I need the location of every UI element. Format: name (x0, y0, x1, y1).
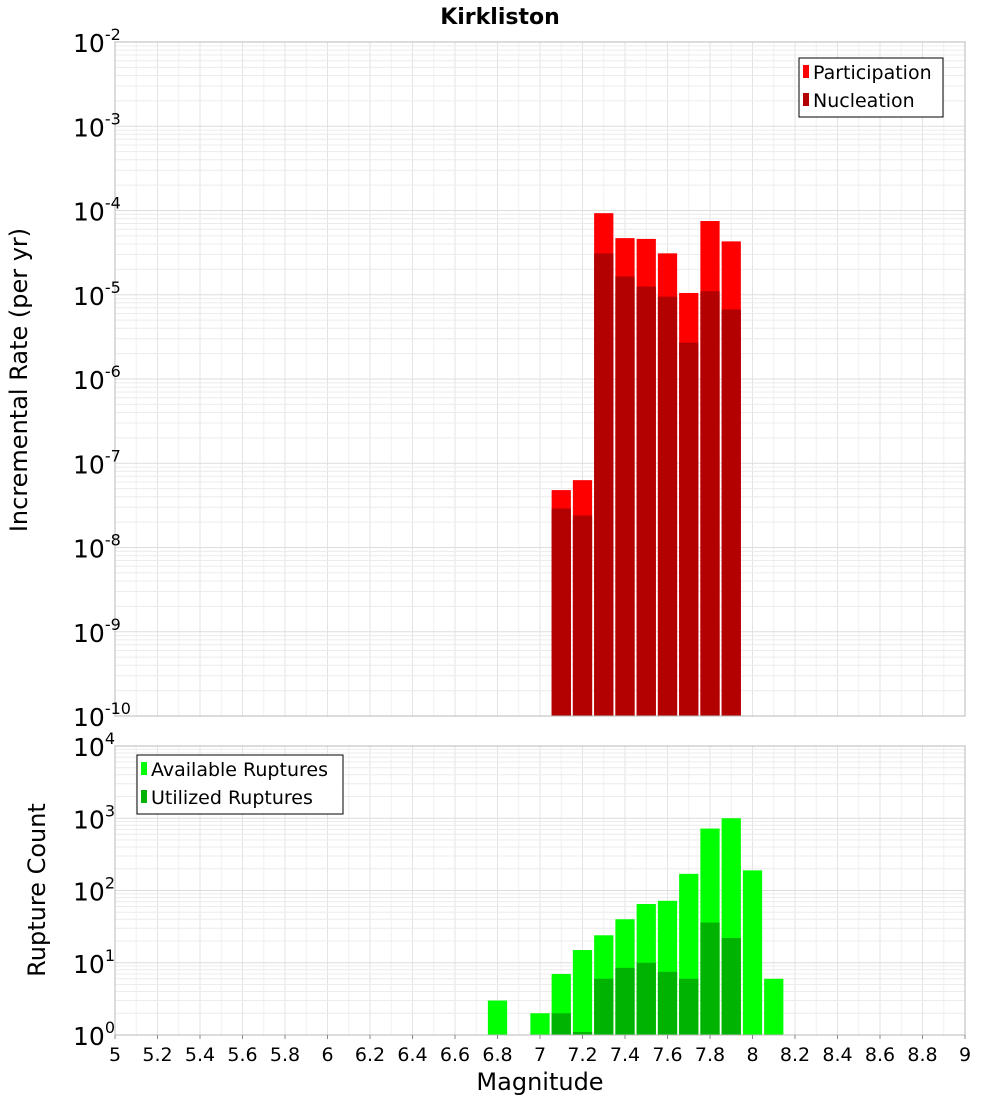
x-tick-label: 5.4 (185, 1044, 215, 1066)
y-tick-label: 101 (73, 946, 115, 979)
y-tick-label: 10-6 (73, 362, 121, 395)
legend-box (136, 754, 344, 815)
x-tick-label: 9 (959, 1044, 971, 1066)
count-legend: Available Ruptures Utilized Ruptures (136, 754, 344, 815)
x-tick-label: 7 (534, 1044, 546, 1066)
y-tick-label: 100 (73, 1018, 115, 1051)
legend-label: Participation (813, 62, 932, 84)
y-tick-label: 10-3 (73, 109, 121, 142)
x-tick-label: 6.6 (440, 1044, 470, 1066)
top-y-axis-label: Incremental Rate (per yr) (5, 228, 33, 532)
y-tick-label: 10-10 (73, 699, 131, 732)
count-series-1 (551, 922, 741, 1035)
legend-box (798, 57, 944, 118)
x-tick-label: 5.2 (142, 1044, 172, 1066)
count-bar (615, 967, 635, 1035)
count-bar (742, 870, 763, 1035)
count-bar (764, 978, 784, 1035)
y-tick-label: 10-9 (73, 615, 121, 648)
rate-bar (615, 276, 635, 716)
count-bar (679, 978, 699, 1035)
count-bar (530, 1013, 550, 1035)
count-bar (700, 922, 720, 1035)
rate-y-ticks: 10-10 10-9 10-8 10-7 10-6 10-5 10-4 10-3 10-2 (73, 25, 131, 732)
rate-bar (572, 515, 593, 716)
x-tick-label: 7.6 (652, 1044, 682, 1066)
y-tick-label: 102 (73, 874, 115, 907)
x-tick-label: 7.2 (567, 1044, 597, 1066)
rate-bar (721, 309, 741, 716)
x-tick-label: 8 (746, 1044, 758, 1066)
rate-frame (114, 41, 966, 717)
legend-label: Utilized Ruptures (151, 787, 313, 809)
legend-label: Nucleation (813, 90, 915, 112)
y-tick-label: 10-4 (73, 194, 121, 227)
rate-bar (594, 253, 614, 716)
count-panel: 100 101 102 103 104 Available Ruptures Utilize… (73, 729, 971, 1066)
x-tick-label: 5.8 (270, 1044, 300, 1066)
x-tick-label: 5 (109, 1044, 121, 1066)
rate-series-1 (551, 253, 741, 716)
x-ticks: 5 5.2 5.4 5.6 5.8 6 6.2 6.4 6.6 6.8 7 7.2 7.4 7.6 7.8 8… (109, 1035, 971, 1066)
count-bar (657, 971, 678, 1035)
bottom-y-axis-label: Rupture Count (23, 803, 51, 977)
x-tick-label: 7.8 (695, 1044, 725, 1066)
x-tick-label: 6.2 (355, 1044, 385, 1066)
rate-bar (657, 296, 678, 716)
legend-swatch (141, 790, 147, 803)
x-tick-label: 7.4 (610, 1044, 640, 1066)
rate-bar (700, 291, 720, 716)
rate-bar (679, 342, 699, 716)
x-tick-label: 5.6 (227, 1044, 257, 1066)
x-tick-label: 8.8 (907, 1044, 937, 1066)
count-bar (721, 938, 741, 1035)
x-tick-label: 8.6 (865, 1044, 895, 1066)
count-bar (594, 978, 614, 1035)
y-tick-label: 10-2 (73, 25, 121, 58)
rate-legend: Participation Nucleation (798, 57, 944, 118)
legend-swatch (803, 65, 809, 78)
count-y-ticks: 100 101 102 103 104 (73, 729, 115, 1051)
count-bar (572, 1032, 593, 1035)
x-tick-label: 6.8 (482, 1044, 512, 1066)
count-bar (636, 962, 656, 1035)
count-bar (551, 1013, 571, 1035)
legend-swatch (803, 93, 809, 106)
y-tick-label: 10-8 (73, 531, 121, 564)
x-tick-label: 8.2 (780, 1044, 810, 1066)
y-tick-label: 10-5 (73, 278, 121, 311)
y-tick-label: 104 (73, 729, 115, 762)
count-bar (572, 950, 593, 1035)
x-axis-label: Magnitude (476, 1068, 603, 1096)
x-tick-label: 8.4 (822, 1044, 852, 1066)
rate-bar (636, 286, 656, 716)
legend-label: Available Ruptures (151, 759, 328, 781)
y-tick-label: 103 (73, 801, 115, 834)
chart-title: Kirkliston (440, 5, 560, 30)
rate-grid (114, 42, 966, 717)
rate-bar (551, 508, 571, 716)
legend-swatch (141, 762, 147, 775)
x-tick-label: 6.4 (397, 1044, 427, 1066)
count-bar (487, 1000, 508, 1035)
rate-panel: 10-10 10-9 10-8 10-7 10-6 10-5 10-4 10-3 10-2 Par… (73, 25, 966, 732)
x-tick-label: 6 (321, 1044, 333, 1066)
y-tick-label: 10-7 (73, 446, 121, 479)
